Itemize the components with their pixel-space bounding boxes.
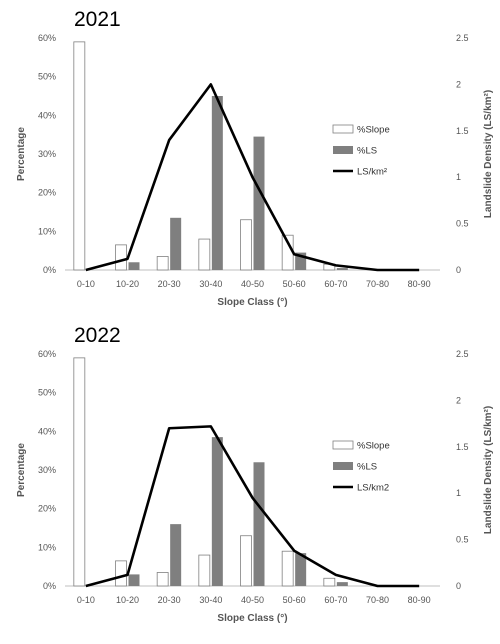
x-tick-label: 30-40 [199,279,222,289]
x-tick-label: 80-90 [408,279,431,289]
chart-title: 2022 [74,324,121,347]
x-tick-label: 20-30 [158,279,181,289]
ls-bar [211,96,223,270]
y2-axis-title: Landslide Density (LS/km²) [483,406,494,534]
y-tick-label: 20% [38,188,56,198]
y-tick-label: 0% [43,265,56,275]
x-tick-label: 10-20 [116,279,139,289]
y2-tick-label: 1 [456,172,461,182]
legend-label: LS/km² [357,167,387,178]
slope-bar [156,256,169,271]
y2-tick-label: 2.5 [456,33,469,43]
x-tick-label: 30-40 [199,595,222,605]
legend-label: %Slope [357,125,390,136]
legend-swatch [333,146,353,154]
y2-axis-title: Landslide Density (LS/km²) [483,90,494,218]
chart-svg: 0% 10% 20% 30% 40% 50% 60% 0 0.5 1 1.5 2 2.5 0-10 10-2… [16,349,494,624]
y2-tick-label: 2.5 [456,349,469,359]
x-tick-label: 60-70 [324,279,347,289]
ls-bar [128,262,140,270]
y-tick-label: 50% [38,388,56,398]
chart-panel-2022: 2022 0% 10% 20% 30% 40% 50% 60% 0 0.5 1 1.5 2 2.5 0-1… [0,324,500,644]
legend-swatch [332,124,354,134]
y2-tick-label: 0 [456,265,461,275]
ls-bar [253,136,265,270]
y2-tick-label: 1.5 [456,126,469,136]
y2-tick-label: 1 [456,488,461,498]
x-tick-label: 80-90 [408,595,431,605]
landslide-density-line [85,425,420,588]
y2-tick-label: 0.5 [456,219,469,229]
ls-bar [253,462,265,586]
y-tick-label: 50% [38,72,56,82]
y2-tick-label: 0.5 [456,535,469,545]
legend-label: %LS [357,146,377,157]
x-tick-label: 50-60 [283,279,306,289]
chart-panel-2021: 2021 0% 10% 20% 30% 40% 50% 60% 0 0.5 1 1.5 2 2.5 0-1… [0,8,500,328]
legend-label: %LS [357,462,377,473]
legend-swatch [333,462,353,470]
x-tick-label: 40-50 [241,595,264,605]
slope-bar [323,577,336,587]
x-tick-label: 40-50 [241,279,264,289]
x-axis-title: Slope Class (°) [217,297,287,308]
y-axis-title: Percentage [16,443,27,497]
ls-bar [211,437,223,586]
x-tick-label: 70-80 [366,595,389,605]
y-tick-label: 30% [38,465,56,475]
slope-bar [198,554,211,587]
legend-label: LS/km2 [357,483,389,494]
y-tick-label: 10% [38,542,56,552]
y2-tick-label: 2 [456,79,461,89]
slope-bar [198,238,211,271]
ls-bar [170,217,182,270]
slope-bar [156,572,169,587]
x-tick-label: 0-10 [77,279,95,289]
slope-bar [73,41,86,271]
x-tick-label: 50-60 [283,595,306,605]
y-tick-label: 40% [38,426,56,436]
x-tick-label: 70-80 [366,279,389,289]
legend-swatch [332,440,354,450]
ls-bar [295,252,307,270]
y-tick-label: 40% [38,110,56,120]
ls-bar [170,524,182,586]
x-tick-label: 20-30 [158,595,181,605]
ls-bar [295,553,307,586]
chart-svg: 0% 10% 20% 30% 40% 50% 60% 0 0.5 1 1.5 2 2.5 0-10 10-2… [16,33,494,308]
ls-bar [336,268,348,270]
y2-tick-label: 0 [456,581,461,591]
y2-tick-label: 2 [456,395,461,405]
y-tick-label: 0% [43,581,56,591]
ls-bar [128,574,140,586]
y-tick-label: 30% [38,149,56,159]
chart-title: 2021 [74,8,121,31]
ls-bar [336,582,348,586]
slope-bar [281,550,294,587]
x-tick-label: 60-70 [324,595,347,605]
landslide-density-line [85,83,420,272]
x-tick-label: 0-10 [77,595,95,605]
slope-bar [115,244,127,271]
slope-bar [240,219,252,271]
y-tick-label: 20% [38,504,56,514]
slope-bar [240,535,252,587]
y-tick-label: 10% [38,226,56,236]
y-axis-title: Percentage [16,127,27,181]
legend-label: %Slope [357,441,390,452]
slope-bar [115,560,127,587]
x-axis-title: Slope Class (°) [217,613,287,624]
slope-bar [73,357,86,587]
y2-tick-label: 1.5 [456,442,469,452]
y-tick-label: 60% [38,33,56,43]
x-tick-label: 10-20 [116,595,139,605]
y-tick-label: 60% [38,349,56,359]
